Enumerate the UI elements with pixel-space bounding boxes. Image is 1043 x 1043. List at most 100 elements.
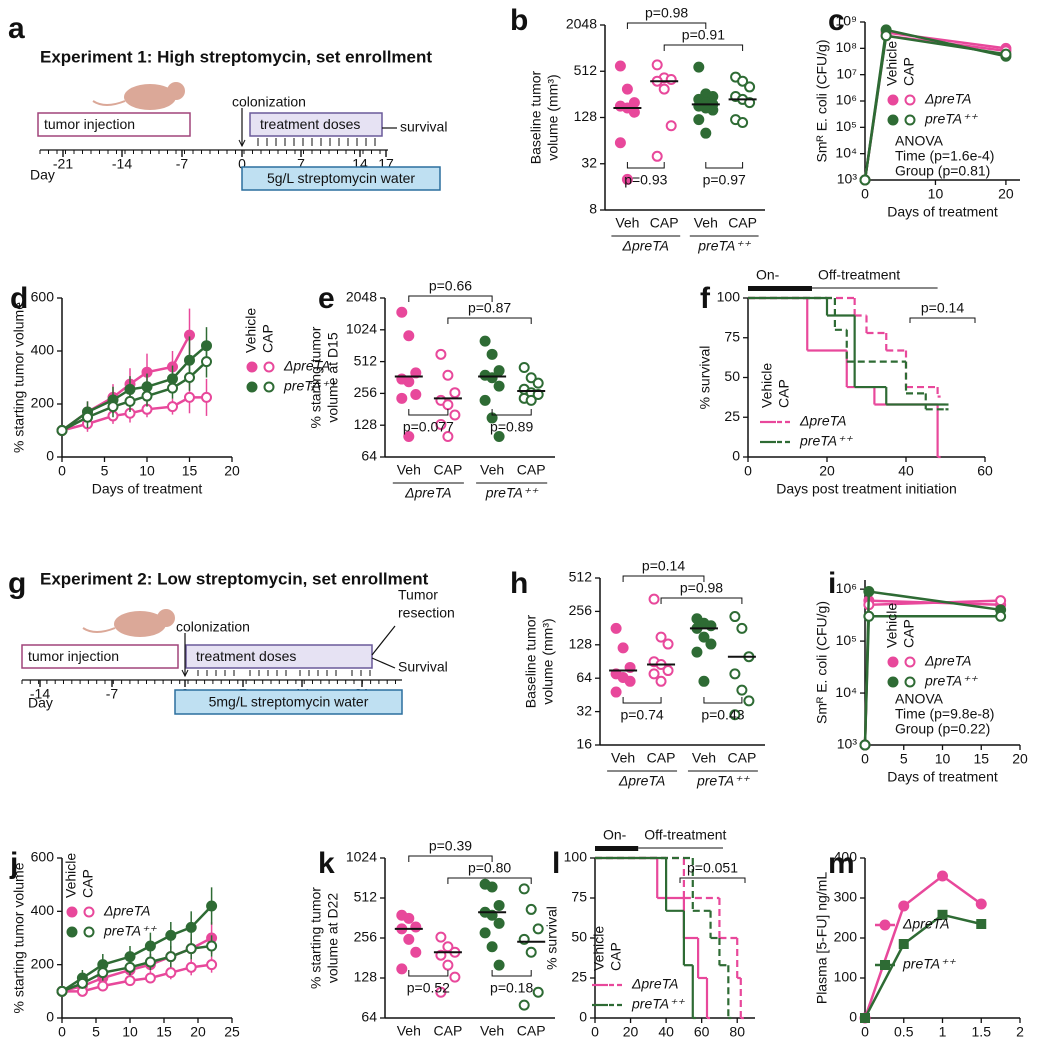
y-tick-label: 8 xyxy=(589,201,597,217)
y-axis-label: % survival xyxy=(697,346,713,410)
data-point xyxy=(736,622,748,634)
bracket xyxy=(408,409,449,416)
data-point xyxy=(518,999,530,1011)
x-tick-label: 20 xyxy=(623,1024,639,1040)
y-tick-label: 50 xyxy=(571,929,587,945)
category-label: Veh xyxy=(692,750,716,766)
data-point xyxy=(707,104,719,116)
x-tick-label: 20 xyxy=(1012,751,1028,767)
p-value: p=0.18 xyxy=(490,980,533,996)
y-axis-label: Plasma [5-FU] ng/mL xyxy=(814,872,830,1004)
legend-row: ΔpreTA xyxy=(799,413,846,429)
data-point xyxy=(658,83,670,95)
data-point xyxy=(403,912,415,924)
bracket xyxy=(626,22,707,29)
data-point xyxy=(614,137,626,149)
x-axis-label: Days of treatment xyxy=(887,769,998,785)
p-value: p=0.89 xyxy=(490,419,533,435)
category-label: CAP xyxy=(434,462,463,478)
data-point xyxy=(859,739,871,751)
data-point xyxy=(403,933,415,945)
data-point xyxy=(435,931,447,943)
p-value: p=0.52 xyxy=(407,980,450,996)
legend-column: CAP xyxy=(901,619,917,648)
panel-label: k xyxy=(318,847,335,880)
data-point xyxy=(442,959,454,971)
data-point xyxy=(83,926,95,938)
x-tick-label: 20 xyxy=(190,1024,206,1040)
data-point xyxy=(525,394,537,406)
on-treatment-bar xyxy=(595,846,639,851)
data-point xyxy=(82,411,93,423)
data-point xyxy=(518,362,530,374)
p-value: p=0.14 xyxy=(921,300,964,316)
bracket xyxy=(703,697,743,704)
x-tick-label: 0 xyxy=(58,1024,66,1040)
data-point xyxy=(624,675,636,687)
arrow-head xyxy=(181,669,189,678)
category-label: CAP xyxy=(650,215,679,231)
data-point xyxy=(744,81,756,93)
data-point xyxy=(396,306,408,318)
data-point xyxy=(887,94,899,106)
data-point xyxy=(648,668,660,680)
x-tick-label: 0 xyxy=(861,751,869,767)
legend-row: preTA⁺⁺ xyxy=(924,111,978,127)
data-point xyxy=(165,967,177,979)
data-point xyxy=(621,173,633,185)
data-point xyxy=(185,961,197,973)
data-point xyxy=(165,951,177,963)
group-label: ΔpreTA xyxy=(404,485,451,501)
y-tick-label: 600 xyxy=(31,849,55,865)
data-point xyxy=(76,977,88,989)
x-tick-label: 60 xyxy=(977,463,993,479)
y-tick-label: 64 xyxy=(576,669,592,685)
data-point xyxy=(56,985,68,997)
water-box xyxy=(241,166,441,191)
series-line xyxy=(863,913,982,1019)
data-point xyxy=(651,150,663,162)
data-point xyxy=(493,917,505,929)
mouse-icon xyxy=(124,84,176,110)
doses-label: treatment doses xyxy=(260,116,360,132)
bracket xyxy=(447,317,532,324)
data-point xyxy=(83,906,95,918)
data-point xyxy=(737,117,749,129)
data-point xyxy=(435,348,447,360)
diagram-title: Experiment 1: High streptomycin, set enr… xyxy=(40,47,432,66)
y-axis-label: % starting tumor xyxy=(308,326,324,428)
legend-row: ΔpreTA xyxy=(631,976,678,992)
data-point xyxy=(729,611,741,623)
data-point xyxy=(887,114,899,126)
panel-label: g xyxy=(8,567,26,600)
bracket xyxy=(909,317,976,323)
annotation: Time (p=1.6e-4) xyxy=(895,148,994,164)
data-point xyxy=(887,656,899,668)
panel-label: e xyxy=(318,282,335,315)
data-point xyxy=(493,380,505,392)
data-point xyxy=(486,372,498,384)
y-tick-label: 10⁶ xyxy=(836,92,857,108)
x-tick-label: 0 xyxy=(861,1024,869,1040)
category-label: Veh xyxy=(397,1023,421,1039)
series-line xyxy=(863,874,982,1019)
data-point xyxy=(410,921,422,933)
x-tick-label: 10 xyxy=(935,751,951,767)
outcome-label: survival xyxy=(400,119,447,135)
x-tick-label: 0 xyxy=(861,186,869,202)
y-tick-label: 10⁸ xyxy=(836,39,858,55)
data-point xyxy=(442,431,454,443)
day-label: Day xyxy=(30,167,55,183)
data-point xyxy=(859,174,871,186)
y-tick-label: 16 xyxy=(576,736,592,752)
water-box xyxy=(174,689,403,715)
data-point xyxy=(493,431,505,443)
legend-column: CAP xyxy=(608,942,624,971)
data-point xyxy=(610,686,622,698)
legend-row: preTA⁺⁺ xyxy=(283,378,337,394)
legend-row: ΔpreTA xyxy=(103,903,150,919)
data-point xyxy=(532,923,544,935)
data-point xyxy=(479,394,491,406)
data-point xyxy=(662,638,674,650)
y-tick-label: 1024 xyxy=(346,321,377,337)
